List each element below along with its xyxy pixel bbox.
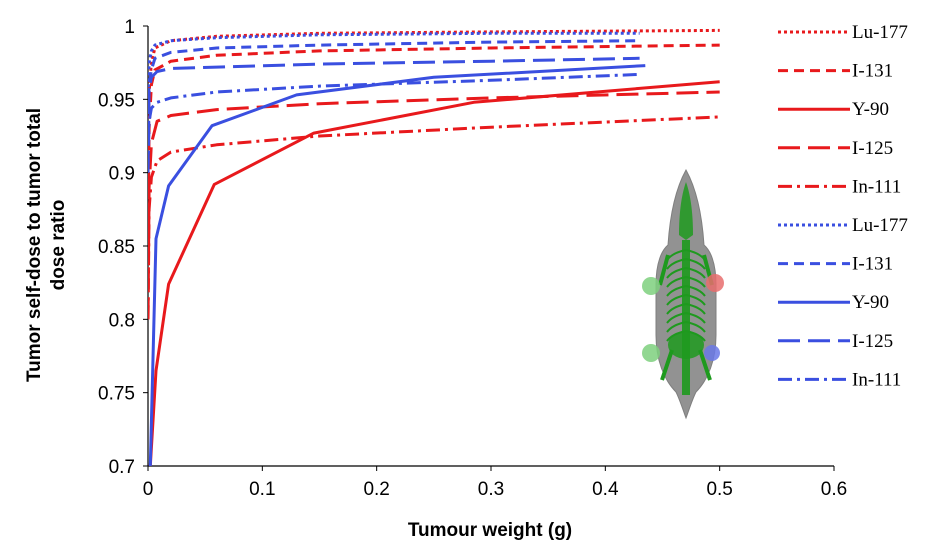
legend-label-i-125: I-125 — [852, 331, 893, 352]
series-line-y-90-red — [148, 80, 720, 466]
y-axis-title-line-1: Tumor self-dose to tumor total — [24, 108, 45, 382]
mouse-hindlimb — [660, 349, 674, 381]
mouse-rib — [685, 303, 706, 315]
series-line-y-90-blue — [148, 64, 646, 466]
x-axis-title: Tumour weight (g) — [408, 520, 572, 541]
mouse-rib — [666, 321, 687, 333]
legend-label-y-90: Y-90 — [852, 99, 889, 120]
y-tick-label: 0.85 — [98, 237, 135, 258]
mouse-rib — [685, 312, 706, 324]
mouse-rib — [685, 321, 706, 333]
ticks: 0 0.1 0.2 0.3 0.4 0.5 0.6 0.7 0.75 0.8 0.85 0.9 0.95… — [98, 17, 847, 500]
legend-label-y-90: Y-90 — [852, 292, 889, 313]
mouse-hindlimb — [698, 349, 712, 381]
x-tick-label: 0.3 — [478, 479, 504, 500]
legend: Lu-177 I-131 Y-90 I-125 In-111 Lu-177 I-131 Y-9… — [778, 22, 908, 390]
x-tick-label: 0.5 — [706, 479, 732, 500]
series-line-lu-177-blue — [148, 31, 640, 100]
tumor-sphere-green — [642, 344, 660, 362]
mouse-forelimb — [658, 254, 670, 286]
mouse-rib — [685, 294, 706, 306]
series-line-i-131-blue — [148, 39, 640, 115]
mouse-rib — [685, 285, 706, 297]
x-tick-label: 0.4 — [592, 479, 619, 500]
legend-label-in-111: In-111 — [852, 369, 901, 390]
series-lines — [148, 28, 720, 466]
mouse-pelvis — [668, 331, 704, 359]
mouse-rib — [666, 303, 687, 315]
legend-label-i-131: I-131 — [852, 254, 893, 275]
mouse-rib — [685, 267, 706, 279]
legend-label-in-111: In-111 — [852, 176, 901, 197]
series-line-in-111-blue — [148, 72, 640, 173]
y-tick-label: 0.9 — [109, 164, 135, 185]
mouse-rib — [666, 276, 687, 288]
y-axis-title-line-2: dose ratio — [48, 200, 69, 291]
x-tick-label: 0.1 — [249, 479, 275, 500]
series-line-i-125-blue — [148, 56, 640, 173]
legend-label-i-125: I-125 — [852, 138, 893, 159]
series-line-i-125-red — [148, 90, 720, 320]
x-tick-label: 0.2 — [363, 479, 389, 500]
legend-label-i-131: I-131 — [852, 61, 893, 82]
mouse-rib — [666, 285, 687, 297]
x-tick-label: 0.6 — [821, 479, 847, 500]
tumor-sphere-blue — [704, 345, 720, 361]
series-line-lu-177-red — [148, 28, 720, 173]
y-tick-label: 0.75 — [98, 384, 135, 405]
mouse-rib — [666, 267, 687, 279]
axes — [147, 26, 834, 467]
mouse-skull — [679, 182, 693, 240]
mouse-rib — [685, 276, 706, 288]
mouse-rib — [666, 258, 687, 270]
mouse-rib — [666, 294, 687, 306]
series-line-in-111-red — [148, 115, 720, 320]
mouse-rib — [685, 258, 706, 270]
y-tick-label: 0.7 — [109, 457, 135, 478]
mouse-spine — [682, 240, 690, 395]
legend-label-lu-177: Lu-177 — [852, 22, 908, 43]
tumor-sphere-red — [706, 274, 724, 292]
tumor-sphere-green — [642, 277, 660, 295]
mouse-skeleton-phantom-icon — [642, 168, 724, 420]
y-tick-label: 1 — [124, 17, 135, 38]
y-tick-label: 0.8 — [109, 310, 135, 331]
legend-label-lu-177: Lu-177 — [852, 215, 908, 236]
mouse-rib — [666, 312, 687, 324]
y-tick-label: 0.95 — [98, 90, 135, 111]
x-tick-label: 0 — [143, 479, 154, 500]
